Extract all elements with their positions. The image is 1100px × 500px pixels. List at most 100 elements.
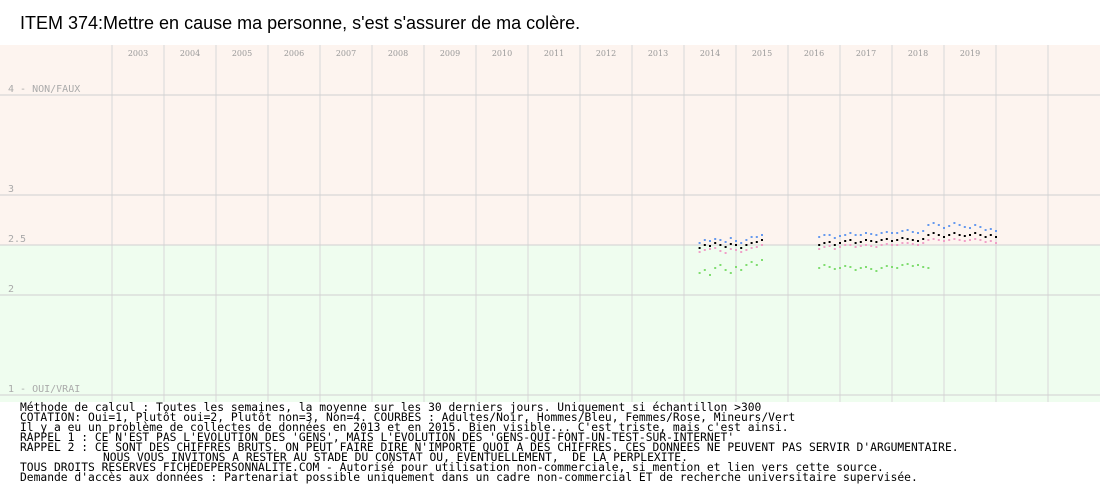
data-point [963,226,966,228]
data-point [823,234,826,236]
data-point [745,244,748,246]
data-point [755,241,758,243]
data-point [937,224,940,226]
data-point [958,239,961,241]
data-point [922,230,925,232]
note-line: COTATION: Oui=1, Plutôt oui=2, Plutôt no… [20,411,795,424]
data-point [833,237,836,239]
data-point [943,240,945,242]
data-point [901,242,904,244]
data-point [896,232,899,234]
data-point [740,251,743,253]
data-point [735,244,737,246]
y-tick-label: 2 [8,284,14,295]
data-point [891,244,893,246]
data-point [953,222,956,224]
note-line: Méthode de calcul : Toutes les semaines,… [20,401,762,414]
data-point [901,264,904,266]
data-point [875,246,878,248]
data-point [932,232,935,234]
data-point [906,242,909,244]
data-point [755,246,758,248]
data-point [849,239,852,241]
data-point [885,265,888,267]
data-point [948,234,951,236]
note-line: Il y a eu un problème de collectes de do… [20,421,789,434]
data-point [761,234,763,236]
data-point [917,240,919,242]
data-point [724,252,727,254]
data-point [828,266,831,268]
data-point [854,269,857,271]
data-point [922,266,925,268]
data-point [833,268,836,270]
data-point [703,269,706,271]
data-point [943,236,945,238]
data-point [911,243,914,245]
data-point [745,264,748,266]
note-line: NOUS VOUS INVITONS A RESTER AU STADE DU … [103,451,688,464]
x-tick-label: 2005 [232,49,252,58]
data-point [709,245,711,247]
note-line: RAPPEL 1 : CE N'EST PAS L'EVOLUTION DES … [20,431,734,444]
data-point [958,224,961,226]
data-point [958,234,961,236]
data-point [932,238,935,240]
data-point [953,238,956,240]
data-point [901,230,904,232]
data-point [865,244,867,246]
data-point [839,242,841,244]
data-point [974,238,977,240]
data-point [859,234,862,236]
data-point [870,268,873,270]
data-point [922,238,925,240]
data-point [963,240,966,242]
data-point [761,239,763,241]
data-point [854,242,857,244]
data-point [719,264,722,266]
data-point [927,224,930,226]
data-point [948,225,951,227]
data-point [974,232,977,234]
chart-title: ITEM 374:Mettre en cause ma personne, s'… [20,13,580,33]
data-point [911,231,914,233]
data-point [709,240,711,242]
data-point [818,236,821,238]
data-point [724,269,727,271]
data-point [911,265,914,267]
data-point [740,242,743,244]
data-point [740,269,743,271]
data-point [979,234,982,236]
x-tick-label: 2009 [440,49,460,58]
data-point [839,267,841,269]
data-point [979,226,982,228]
x-tick-label: 2006 [284,49,304,58]
data-point [984,229,987,231]
data-point [698,247,701,249]
data-point [755,236,758,238]
data-point [849,244,852,246]
x-tick-label: 2012 [596,49,616,58]
x-tick-label: 2019 [960,49,980,58]
data-point [709,274,711,276]
y-tick-label: 2.5 [8,234,26,245]
data-point [833,244,836,246]
data-point [844,244,847,246]
data-point [735,240,737,242]
data-point [839,235,841,237]
data-point [969,239,971,241]
data-point [865,266,867,268]
data-point [724,241,727,243]
data-point [917,232,919,234]
data-point [906,238,909,240]
lower-band [0,245,1100,402]
data-point [844,234,847,236]
data-point [885,243,888,245]
data-point [839,246,841,248]
upper-band [0,45,1100,245]
note-line: TOUS DROITS RESERVES FICHEDEPERSONNALITE… [20,461,884,474]
data-point [828,234,831,236]
data-point [729,248,732,250]
data-point [854,234,857,236]
data-point [927,267,930,269]
